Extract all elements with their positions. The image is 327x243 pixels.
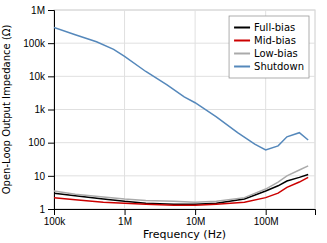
- y-tick-mark: [48, 209, 54, 210]
- legend: Full-bias Mid-bias Low-bias Shutdown: [229, 16, 309, 78]
- x-axis-title: Frequency (Hz): [143, 228, 226, 241]
- y-tick-label: 1M: [31, 5, 45, 16]
- y-tick-label: 10: [34, 171, 46, 182]
- legend-swatch: [234, 53, 250, 55]
- legend-label: Full-bias: [254, 22, 295, 33]
- plot-frame: [54, 10, 315, 209]
- y-tick: 1: [39, 204, 54, 215]
- y-tick: 10k: [29, 71, 54, 82]
- y-tick-label: 1k: [34, 104, 46, 115]
- y-tick-mark: [48, 176, 54, 177]
- y-axis-title: Open-Loop Output Impedance (Ω): [1, 25, 12, 195]
- y-tick: 1k: [34, 104, 54, 115]
- y-tick: 1M: [31, 5, 54, 16]
- plot: 100k 1M 10M 100M 1 10 100 1k 10k 100k 1M Frequency …: [1, 5, 316, 241]
- x-tick-mark: [125, 209, 126, 215]
- y-tick: 100: [28, 137, 54, 148]
- y-tick-label: 10k: [29, 71, 46, 82]
- legend-swatch: [234, 40, 250, 42]
- series-line: [54, 27, 308, 150]
- x-tick-label: 100k: [44, 216, 67, 227]
- chart: 100k 1M 10M 100M 1 10 100 1k 10k 100k 1M Frequency …: [0, 0, 327, 243]
- series-line: [54, 166, 308, 202]
- legend-item: Low-bias: [234, 48, 298, 59]
- legend-box: [229, 16, 309, 78]
- y-grid-line: [54, 175, 315, 176]
- y-tick-mark: [48, 143, 54, 144]
- x-tick: 100k: [44, 209, 67, 227]
- x-axis: 100k 1M 10M 100M: [44, 209, 316, 227]
- y-axis: 1 10 100 1k 10k 100k 1M: [23, 5, 54, 215]
- x-tick-label: 100M: [254, 216, 279, 227]
- legend-label: Shutdown: [254, 61, 304, 72]
- y-grid-line: [54, 10, 315, 11]
- x-axis-line: [55, 210, 316, 216]
- y-tick-label: 1: [39, 204, 45, 215]
- y-tick-label: 100: [28, 137, 45, 148]
- y-grid-line: [54, 142, 315, 143]
- y-tick-mark: [48, 76, 54, 77]
- y-tick-mark: [48, 10, 54, 11]
- legend-swatch: [234, 27, 250, 29]
- legend-swatch: [234, 66, 250, 68]
- legend-label: Mid-bias: [254, 35, 296, 46]
- legend-item: Full-bias: [234, 22, 295, 33]
- y-axis-line: [48, 11, 55, 210]
- y-tick: 100k: [23, 38, 54, 49]
- y-grid-line: [54, 109, 315, 110]
- y-tick-mark: [48, 43, 54, 44]
- series-line: [54, 174, 308, 204]
- y-tick-label: 100k: [23, 38, 46, 49]
- x-tick-mark: [266, 209, 267, 215]
- series-group: [54, 27, 308, 205]
- x-tick: 100M: [254, 209, 279, 227]
- x-tick-label: 10M: [186, 216, 205, 227]
- y-tick-mark: [48, 110, 54, 111]
- x-tick: 1M: [118, 209, 132, 227]
- legend-item: Mid-bias: [234, 35, 296, 46]
- x-tick-mark: [195, 209, 196, 215]
- legend-label: Low-bias: [254, 48, 298, 59]
- y-tick: 10: [34, 171, 54, 182]
- legend-item: Shutdown: [234, 61, 304, 72]
- grid: [54, 10, 315, 209]
- x-tick: 10M: [186, 209, 205, 227]
- x-tick-label: 1M: [118, 216, 132, 227]
